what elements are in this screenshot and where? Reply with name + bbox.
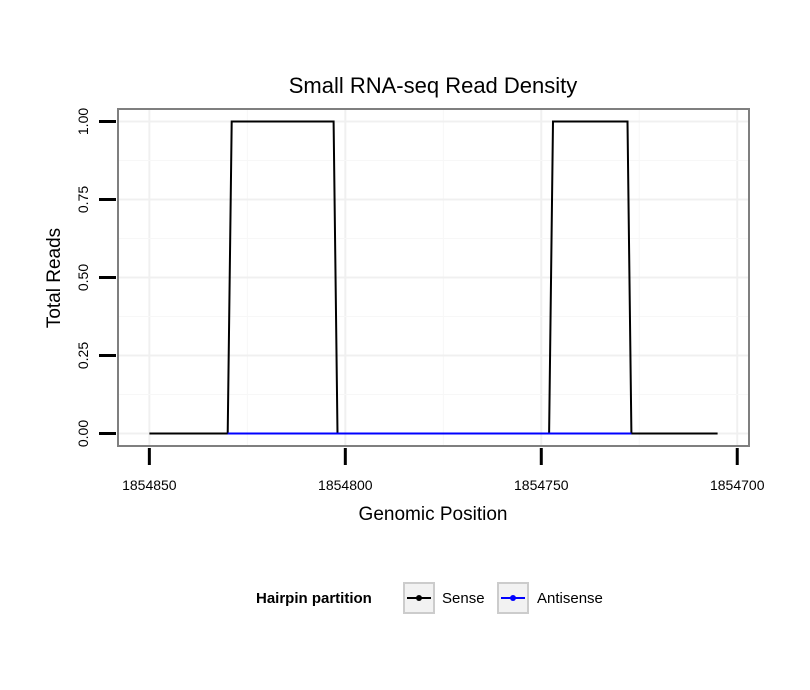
y-tick-label: 1.00 xyxy=(75,108,91,135)
y-tick-label: 0.00 xyxy=(75,420,91,447)
legend: Hairpin partition Sense Antisense xyxy=(256,582,603,614)
x-tick-label: 1854850 xyxy=(122,477,177,493)
y-axis: 0.00 0.25 0.50 0.75 1.00 xyxy=(75,108,116,447)
y-tick-label: 0.75 xyxy=(75,186,91,213)
chart-title: Small RNA-seq Read Density xyxy=(289,73,578,98)
x-tick-label: 1854750 xyxy=(514,477,569,493)
y-axis-title: Total Reads xyxy=(44,228,65,328)
legend-label-antisense: Antisense xyxy=(537,590,603,607)
legend-item-antisense: Antisense xyxy=(497,582,603,614)
x-tick-label: 1854800 xyxy=(318,477,373,493)
legend-title: Hairpin partition xyxy=(256,590,372,607)
series-group xyxy=(149,120,718,435)
legend-item-sense: Sense xyxy=(403,582,485,614)
grid xyxy=(118,109,749,446)
y-tick-label: 0.25 xyxy=(75,342,91,369)
legend-point-sense xyxy=(416,595,422,601)
y-tick-label: 0.50 xyxy=(75,264,91,291)
x-tick-label: 1854700 xyxy=(710,477,765,493)
x-axis-title: Genomic Position xyxy=(359,504,508,525)
legend-label-sense: Sense xyxy=(442,590,485,607)
plot-panel xyxy=(117,108,750,447)
x-axis: 1854850 1854800 1854750 1854700 xyxy=(122,448,765,493)
legend-point-antisense xyxy=(510,595,516,601)
